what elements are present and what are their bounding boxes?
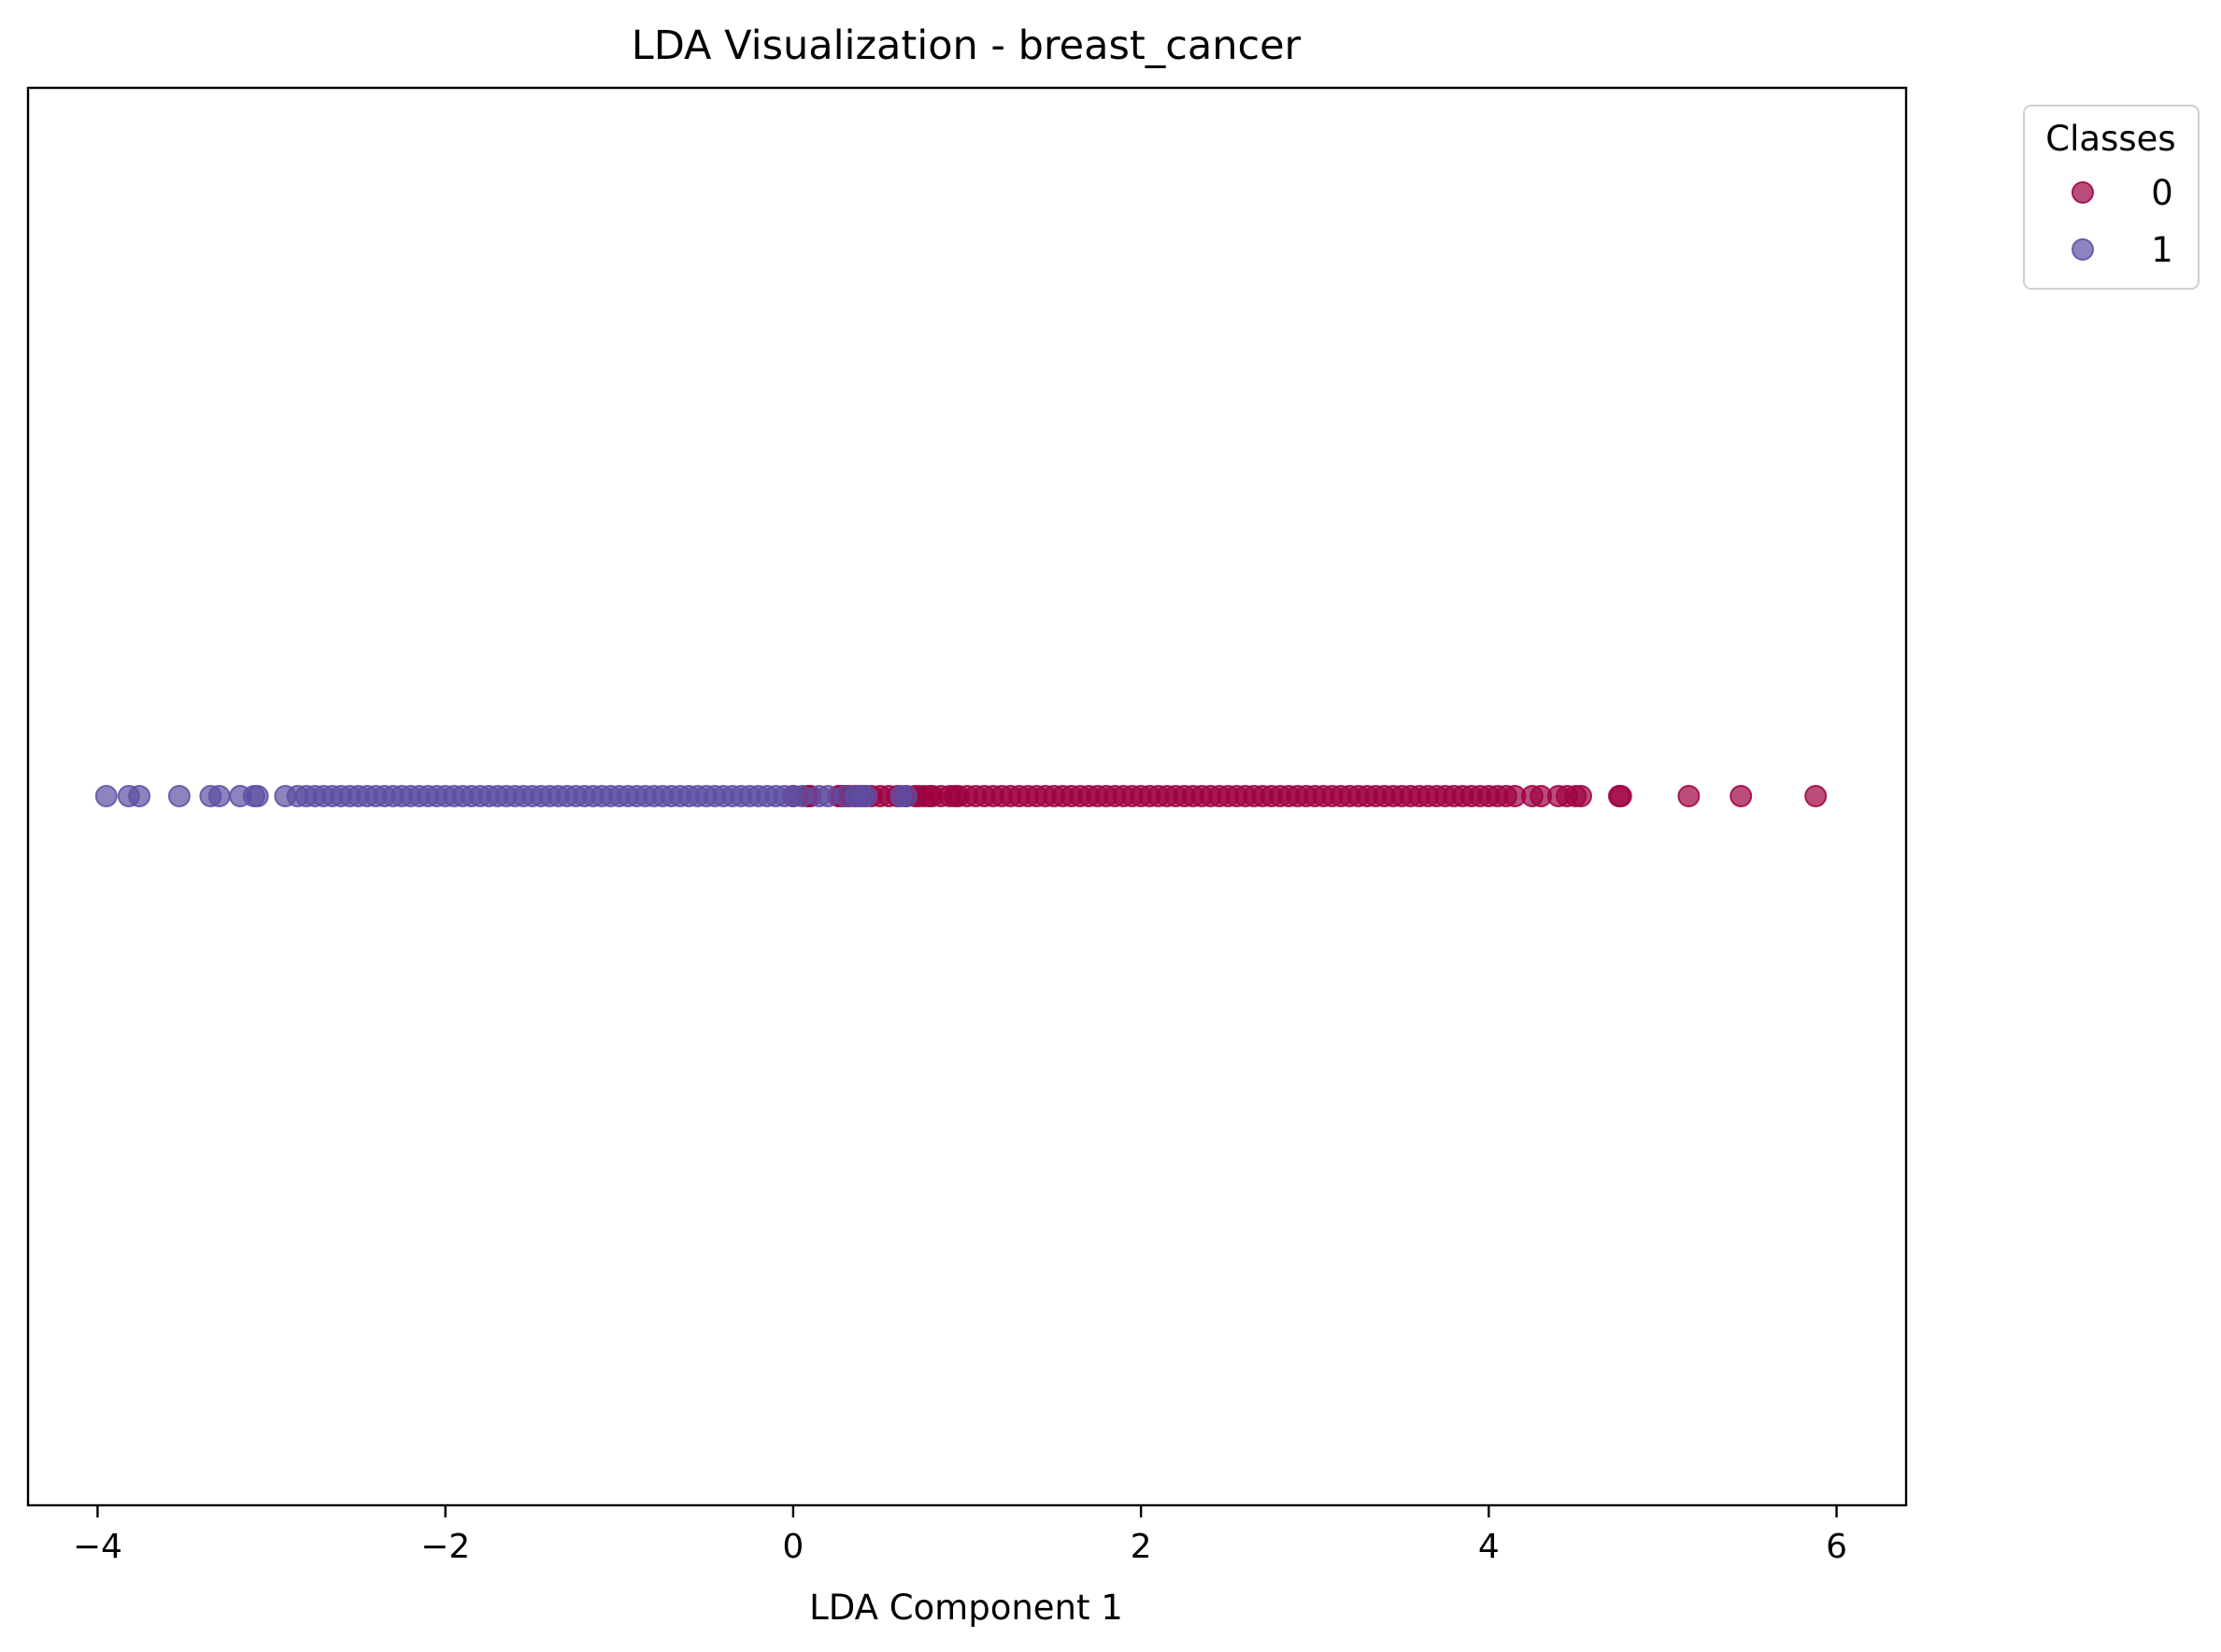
class-0-point (1730, 785, 1753, 807)
legend-title: Classes (2045, 119, 2175, 159)
class-1-point (167, 785, 191, 807)
class-1-point (94, 785, 118, 807)
x-axis-label: LDA Component 1 (809, 1588, 1123, 1628)
legend: Classes 01 (2023, 105, 2200, 290)
x-tick-label: −2 (420, 1528, 470, 1566)
class-1-point (894, 785, 918, 807)
chart-title: LDA Visualization - breast_cancer (632, 22, 1302, 69)
x-tick-label: −4 (73, 1528, 122, 1566)
plot-frame (26, 86, 1908, 1507)
class-0-point (1804, 785, 1828, 807)
legend-marker-class-0 (2072, 181, 2094, 204)
x-tick-label: 4 (1478, 1528, 1500, 1566)
legend-box (2023, 105, 2200, 290)
x-tick-label: 2 (1131, 1528, 1152, 1566)
class-0-point (1677, 785, 1701, 807)
class-1-point (128, 785, 151, 807)
scatter-points (94, 785, 1828, 807)
class-1-point (246, 785, 269, 807)
class-0-point (1570, 785, 1592, 807)
x-tick-label: 6 (1826, 1528, 1847, 1566)
class-0-point (1609, 785, 1632, 807)
legend-label-class-0: 0 (2151, 173, 2173, 213)
legend-items: 01 (2072, 173, 2173, 270)
class-1-point (855, 785, 878, 807)
x-axis-ticks: −4 −2 0 2 4 6 (73, 1505, 1847, 1566)
class-1-point (207, 785, 231, 807)
x-tick-label: 0 (782, 1528, 804, 1566)
legend-label-class-1: 1 (2151, 230, 2173, 270)
legend-marker-class-1 (2072, 238, 2094, 261)
